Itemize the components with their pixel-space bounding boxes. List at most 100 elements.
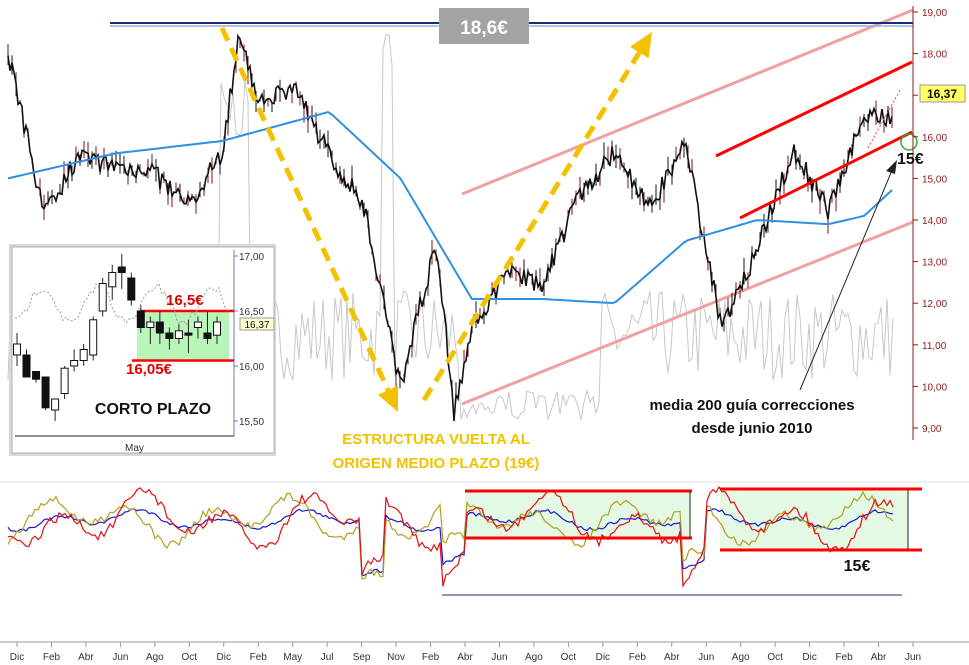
month-label: Sep	[353, 652, 371, 663]
inset-x-label: May	[125, 443, 144, 454]
month-label: Feb	[422, 652, 440, 663]
month-label: Dic	[596, 652, 610, 663]
ma200-note-line-1: media 200 guía correcciones	[649, 397, 854, 414]
target-circle	[900, 133, 918, 151]
range-low-label: 16,05€	[126, 361, 173, 378]
inset-candle-body	[41, 376, 50, 409]
month-label: Abr	[664, 652, 680, 663]
inset-candle-body	[165, 332, 174, 339]
inset-tick-label: 16,50	[239, 307, 264, 318]
price-tick-label: 9,00	[922, 424, 942, 435]
month-label: Ago	[146, 652, 164, 663]
ma200-line	[7, 111, 893, 305]
ma200-note-line-2: desde junio 2010	[692, 420, 813, 437]
structure-note-line-2: ORIGEN MEDIO PLAZO (19€)	[333, 455, 540, 472]
price-tick-label: 18,00	[922, 50, 947, 61]
inset-tick-label: 15,50	[239, 417, 264, 428]
inset-candle-body	[193, 321, 202, 328]
time-axis: Dic Feb Abr Jun Ago Oct Dic Feb May Jul Sep Nov Feb A…	[0, 641, 969, 663]
inset-candle-body	[174, 330, 183, 339]
decline-arrow-head	[378, 385, 398, 412]
note-pointer-head	[886, 160, 897, 174]
price-tick-label: 12,00	[922, 299, 947, 310]
recovery-arrow-head	[630, 32, 652, 59]
last-price-text: 16,37	[927, 87, 957, 101]
long-term-channel	[461, 8, 914, 406]
channel-upper-line	[461, 8, 914, 196]
month-label: Dic	[10, 652, 24, 663]
structure-note-line-1: ESTRUCTURA VUELTA AL	[342, 431, 530, 448]
inset-tick-label: 16,00	[239, 362, 264, 373]
inset-body: 17,00 16,50 16,00 15,50	[13, 250, 264, 437]
month-label: Feb	[43, 652, 61, 663]
month-label: Jun	[112, 652, 128, 663]
month-label: Oct	[767, 652, 783, 663]
inset-candle-body	[213, 321, 221, 336]
inset-candle-body	[155, 321, 164, 334]
inset-tick-label: 17,00	[239, 252, 264, 263]
inset-candle-body	[136, 310, 145, 328]
price-tick-label: 16,00	[922, 133, 947, 144]
osc-red-line	[7, 485, 894, 588]
month-label: Oct	[182, 652, 198, 663]
inset-candle-body	[146, 321, 155, 328]
oscillator-panel: 15€	[0, 481, 969, 596]
resistance-box	[439, 8, 529, 44]
inset-candle-body	[108, 272, 117, 288]
decline-arrow	[219, 26, 398, 412]
month-label: Ago	[732, 652, 750, 663]
inset-candle-body	[117, 266, 126, 273]
price-series	[7, 33, 893, 422]
month-label: Jun	[491, 652, 507, 663]
osc-range-fill-right	[720, 490, 908, 550]
month-label: Dic	[217, 652, 231, 663]
price-tick-label: 19,00	[922, 8, 947, 19]
month-label: Jun	[698, 652, 714, 663]
month-label: Jul	[321, 652, 334, 663]
recovery-arrow	[421, 32, 652, 402]
osc-range-lines	[442, 487, 922, 596]
price-tick-label: 11,00	[922, 341, 947, 352]
inset-candle-body	[51, 398, 60, 411]
month-label: Nov	[387, 652, 405, 663]
inset-last-price-text: 16,37	[244, 320, 269, 331]
month-label: Feb	[629, 652, 647, 663]
inset-candle-body	[22, 354, 31, 378]
range-high-label: 16,5€	[166, 292, 204, 309]
target-label: 15€	[897, 151, 924, 168]
inset-candle-body	[203, 332, 212, 339]
resistance-text: 18,6€	[460, 18, 508, 39]
inset-dotted-line	[14, 282, 229, 326]
price-tick-label: 13,00	[922, 258, 947, 269]
resistance-label: 18,6€	[439, 8, 529, 44]
month-label: Dic	[802, 652, 816, 663]
last-price-box	[919, 84, 966, 103]
inset-candle-body	[127, 277, 136, 301]
channel-lower-line	[461, 220, 914, 406]
month-label: Feb	[250, 652, 268, 663]
recovery-arrow-shaft	[421, 51, 642, 402]
month-label: Ago	[525, 652, 543, 663]
month-label: Abr	[457, 652, 473, 663]
osc-range-label: 15€	[844, 558, 871, 575]
month-label: May	[283, 652, 302, 663]
inset-range-fill	[137, 311, 229, 361]
trend-upper-line	[715, 60, 913, 158]
inset-candle-body	[13, 343, 21, 356]
note-pointer-line	[799, 167, 894, 391]
osc-range-fills	[465, 490, 908, 550]
osc-olive-line	[7, 490, 894, 580]
inset-short-term-chart: 17,00 16,50 16,00 15,50 CORTO PLAZO 16,5€ 1…	[9, 244, 276, 456]
inset-candle-body	[32, 371, 41, 380]
inset-title: CORTO PLAZO	[95, 401, 211, 418]
month-label: Feb	[835, 652, 853, 663]
month-label: Jun	[905, 652, 921, 663]
inset-candle-body	[184, 332, 193, 336]
last-price-tag: 16,37	[919, 84, 966, 103]
month-label: Oct	[561, 652, 577, 663]
inset-last-price-box	[239, 317, 275, 331]
inset-candle-body	[70, 360, 79, 367]
ma200-polyline	[7, 111, 893, 305]
inset-candle-body	[89, 319, 98, 356]
